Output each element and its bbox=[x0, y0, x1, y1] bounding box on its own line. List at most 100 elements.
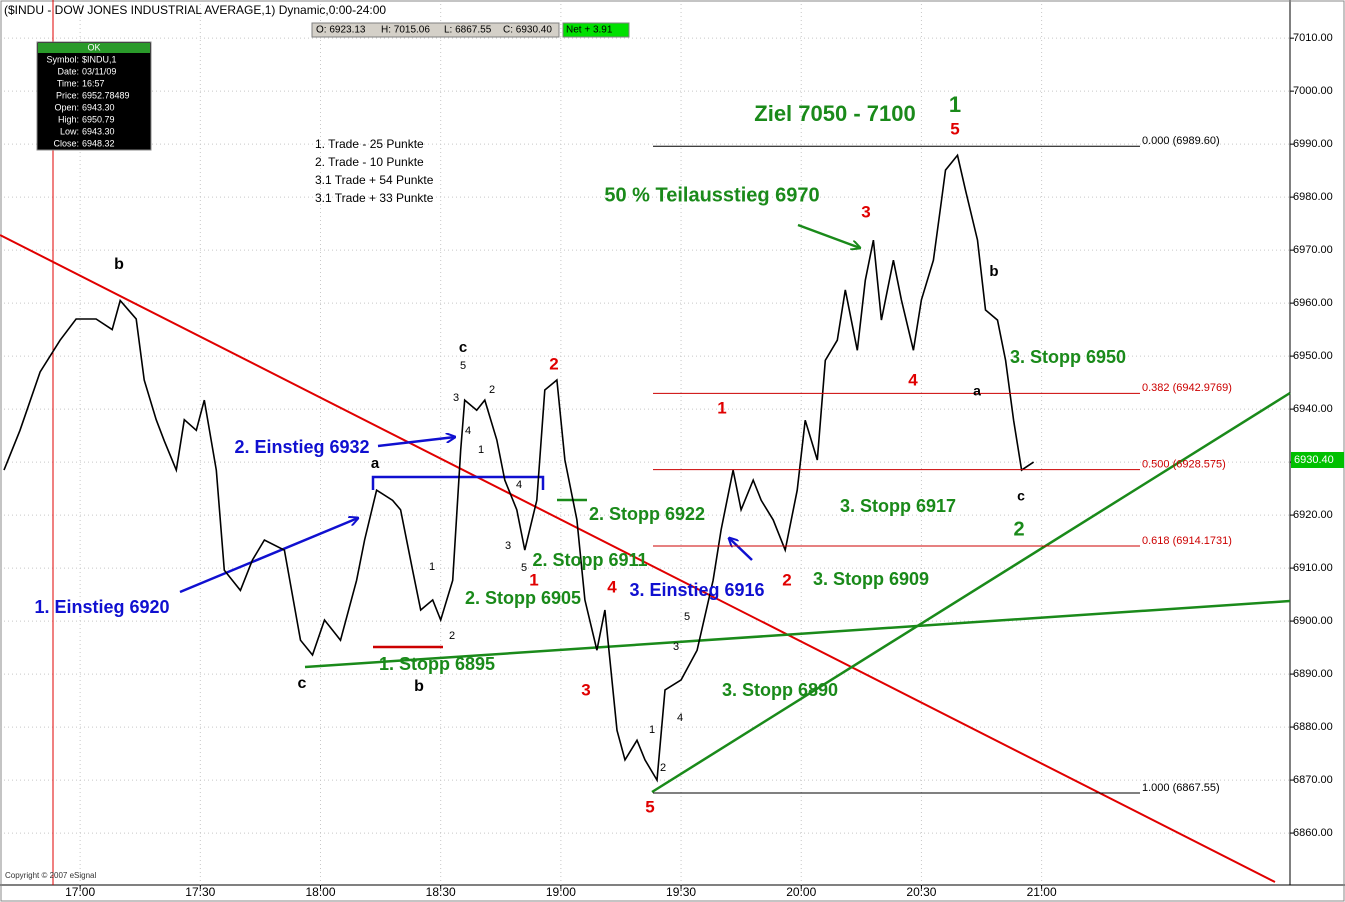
x-tick-label: 19:00 bbox=[546, 885, 576, 899]
annotation: 4 bbox=[607, 577, 617, 596]
annotation: 1 bbox=[529, 570, 538, 589]
annotation: 2 bbox=[782, 570, 791, 589]
fib-label: 0.000 (6989.60) bbox=[1142, 135, 1220, 147]
annotation: 4 bbox=[908, 370, 918, 389]
last-price-box bbox=[1291, 451, 1344, 468]
x-tick-label: 18:30 bbox=[426, 885, 456, 899]
y-tick-label: 7010.00 bbox=[1293, 32, 1333, 44]
y-tick-label: 6960.00 bbox=[1293, 297, 1333, 309]
annotation: 4 bbox=[516, 479, 522, 491]
info-label: High: bbox=[58, 114, 79, 124]
y-tick-label: 6880.00 bbox=[1293, 721, 1333, 733]
net-box bbox=[562, 22, 630, 38]
trade-note: 3.1 Trade + 54 Punkte bbox=[315, 173, 434, 187]
arrow bbox=[377, 437, 455, 448]
info-value: 6943.30 bbox=[82, 102, 115, 112]
info-label: Date: bbox=[57, 66, 79, 76]
y-tick-label: 6950.00 bbox=[1293, 350, 1333, 362]
info-value: 6952.78489 bbox=[82, 90, 130, 100]
annotation: 1 bbox=[429, 561, 435, 573]
annotation: b bbox=[989, 263, 998, 280]
annotation: 3. Stopp 6917 bbox=[840, 496, 956, 516]
annotation: c bbox=[1017, 488, 1025, 504]
x-tick-label: 19:30 bbox=[666, 885, 696, 899]
annotation: 2. Stopp 6922 bbox=[589, 504, 705, 524]
y-tick-label: 6980.00 bbox=[1293, 191, 1333, 203]
annotation: 3. Stopp 6890 bbox=[722, 680, 838, 700]
annotation: 1 bbox=[478, 444, 484, 456]
info-label: Low: bbox=[60, 126, 79, 136]
info-value: $INDU,1 bbox=[82, 54, 117, 64]
quote-value: L: 6867.55 bbox=[444, 25, 492, 36]
info-value: 16:57 bbox=[82, 78, 105, 88]
arrow bbox=[179, 518, 358, 594]
chart-title: ($INDU - DOW JONES INDUSTRIAL AVERAGE,1)… bbox=[4, 3, 386, 17]
fib-label: 0.618 (6914.1731) bbox=[1142, 535, 1232, 547]
trade-note: 2. Trade - 10 Punkte bbox=[315, 155, 424, 169]
x-tick-label: 17:00 bbox=[65, 885, 95, 899]
annotation: 3. Stopp 6909 bbox=[813, 569, 929, 589]
trend-line bbox=[651, 391, 1291, 794]
net-text: Net + 3.91 bbox=[566, 25, 613, 36]
annotation: 3 bbox=[673, 641, 679, 653]
last-price-label: 6930.40 bbox=[1294, 454, 1334, 466]
annotation: 5 bbox=[645, 797, 654, 816]
arrow bbox=[729, 538, 753, 561]
quote-value: H: 7015.06 bbox=[381, 25, 430, 36]
fib-label: 1.000 (6867.55) bbox=[1142, 782, 1220, 794]
annotation: 50 % Teilausstieg 6970 bbox=[604, 184, 819, 206]
annotation: c bbox=[459, 339, 467, 356]
trend-line bbox=[304, 599, 1291, 669]
quote-value: C: 6930.40 bbox=[503, 25, 552, 36]
info-label: Price: bbox=[56, 90, 79, 100]
annotation: 2 bbox=[549, 354, 558, 373]
trade-note: 3.1 Trade + 33 Punkte bbox=[315, 191, 434, 205]
annotation: 5 bbox=[684, 611, 690, 623]
copyright: Copyright © 2007 eSignal bbox=[5, 871, 97, 880]
y-tick-label: 6860.00 bbox=[1293, 827, 1333, 839]
y-tick-label: 6920.00 bbox=[1293, 509, 1333, 521]
info-value: 6948.32 bbox=[82, 138, 115, 148]
annotation: 4 bbox=[465, 425, 471, 437]
annotation: b bbox=[414, 678, 424, 695]
y-tick-label: 6940.00 bbox=[1293, 403, 1333, 415]
annotation: 3 bbox=[581, 680, 590, 699]
quote-box bbox=[311, 22, 560, 38]
info-status-text: OK bbox=[87, 42, 100, 52]
annotation: 3 bbox=[453, 392, 459, 404]
x-tick-label: 20:30 bbox=[906, 885, 936, 899]
y-tick-label: 6890.00 bbox=[1293, 668, 1333, 680]
x-tick-label: 17:30 bbox=[185, 885, 215, 899]
grid bbox=[0, 0, 1290, 885]
trend-line bbox=[0, 234, 1276, 883]
annotation: 2 bbox=[660, 762, 666, 774]
annotation: Ziel 7050 - 7100 bbox=[754, 101, 915, 126]
quote-value: O: 6923.13 bbox=[316, 25, 366, 36]
annotation: b bbox=[114, 256, 124, 273]
annotation: 3. Stopp 6950 bbox=[1010, 347, 1126, 367]
annotation: 2. Stopp 6911 bbox=[532, 550, 647, 570]
info-label: Open: bbox=[54, 102, 79, 112]
annotation: 1 bbox=[649, 724, 655, 736]
info-value: 6950.79 bbox=[82, 114, 115, 124]
annotation: 2 bbox=[449, 630, 455, 642]
annotation: 2. Stopp 6905 bbox=[465, 588, 581, 608]
annotation: 4 bbox=[677, 712, 683, 724]
arrow bbox=[797, 223, 860, 248]
info-label: Time: bbox=[57, 78, 79, 88]
info-value: 6943.30 bbox=[82, 126, 115, 136]
y-tick-label: 6900.00 bbox=[1293, 615, 1333, 627]
range-line bbox=[371, 475, 545, 490]
annotation: 2 bbox=[1013, 518, 1024, 540]
annotation: 1 bbox=[717, 398, 726, 417]
trade-note: 1. Trade - 25 Punkte bbox=[315, 137, 424, 151]
annotation: 2 bbox=[489, 384, 495, 396]
annotation: 2. Einstieg 6932 bbox=[234, 437, 369, 457]
annotation: c bbox=[298, 675, 307, 692]
y-tick-label: 6870.00 bbox=[1293, 774, 1333, 786]
fib-label: 0.382 (6942.9769) bbox=[1142, 382, 1232, 394]
